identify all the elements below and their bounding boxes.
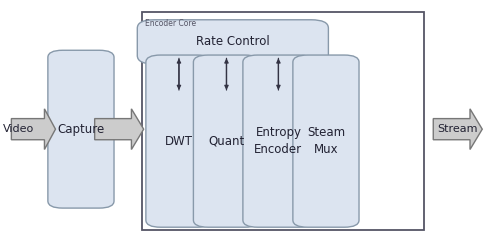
- FancyBboxPatch shape: [293, 55, 359, 227]
- Text: Rate Control: Rate Control: [196, 35, 270, 48]
- Text: Video: Video: [2, 124, 34, 134]
- Polygon shape: [12, 109, 56, 150]
- Text: Stream: Stream: [438, 124, 478, 134]
- Text: DWT: DWT: [165, 135, 193, 148]
- FancyBboxPatch shape: [48, 50, 114, 208]
- FancyBboxPatch shape: [138, 20, 328, 64]
- FancyBboxPatch shape: [194, 55, 260, 227]
- Text: Encoder Core: Encoder Core: [145, 19, 197, 28]
- Polygon shape: [434, 109, 482, 150]
- Polygon shape: [94, 109, 144, 150]
- FancyBboxPatch shape: [243, 55, 314, 227]
- Text: Steam
Mux: Steam Mux: [307, 126, 345, 156]
- Text: Quant: Quant: [208, 135, 244, 148]
- Text: Capture: Capture: [58, 123, 104, 136]
- FancyBboxPatch shape: [146, 55, 212, 227]
- FancyBboxPatch shape: [142, 12, 424, 230]
- Text: Entropy
Encoder: Entropy Encoder: [254, 126, 302, 156]
